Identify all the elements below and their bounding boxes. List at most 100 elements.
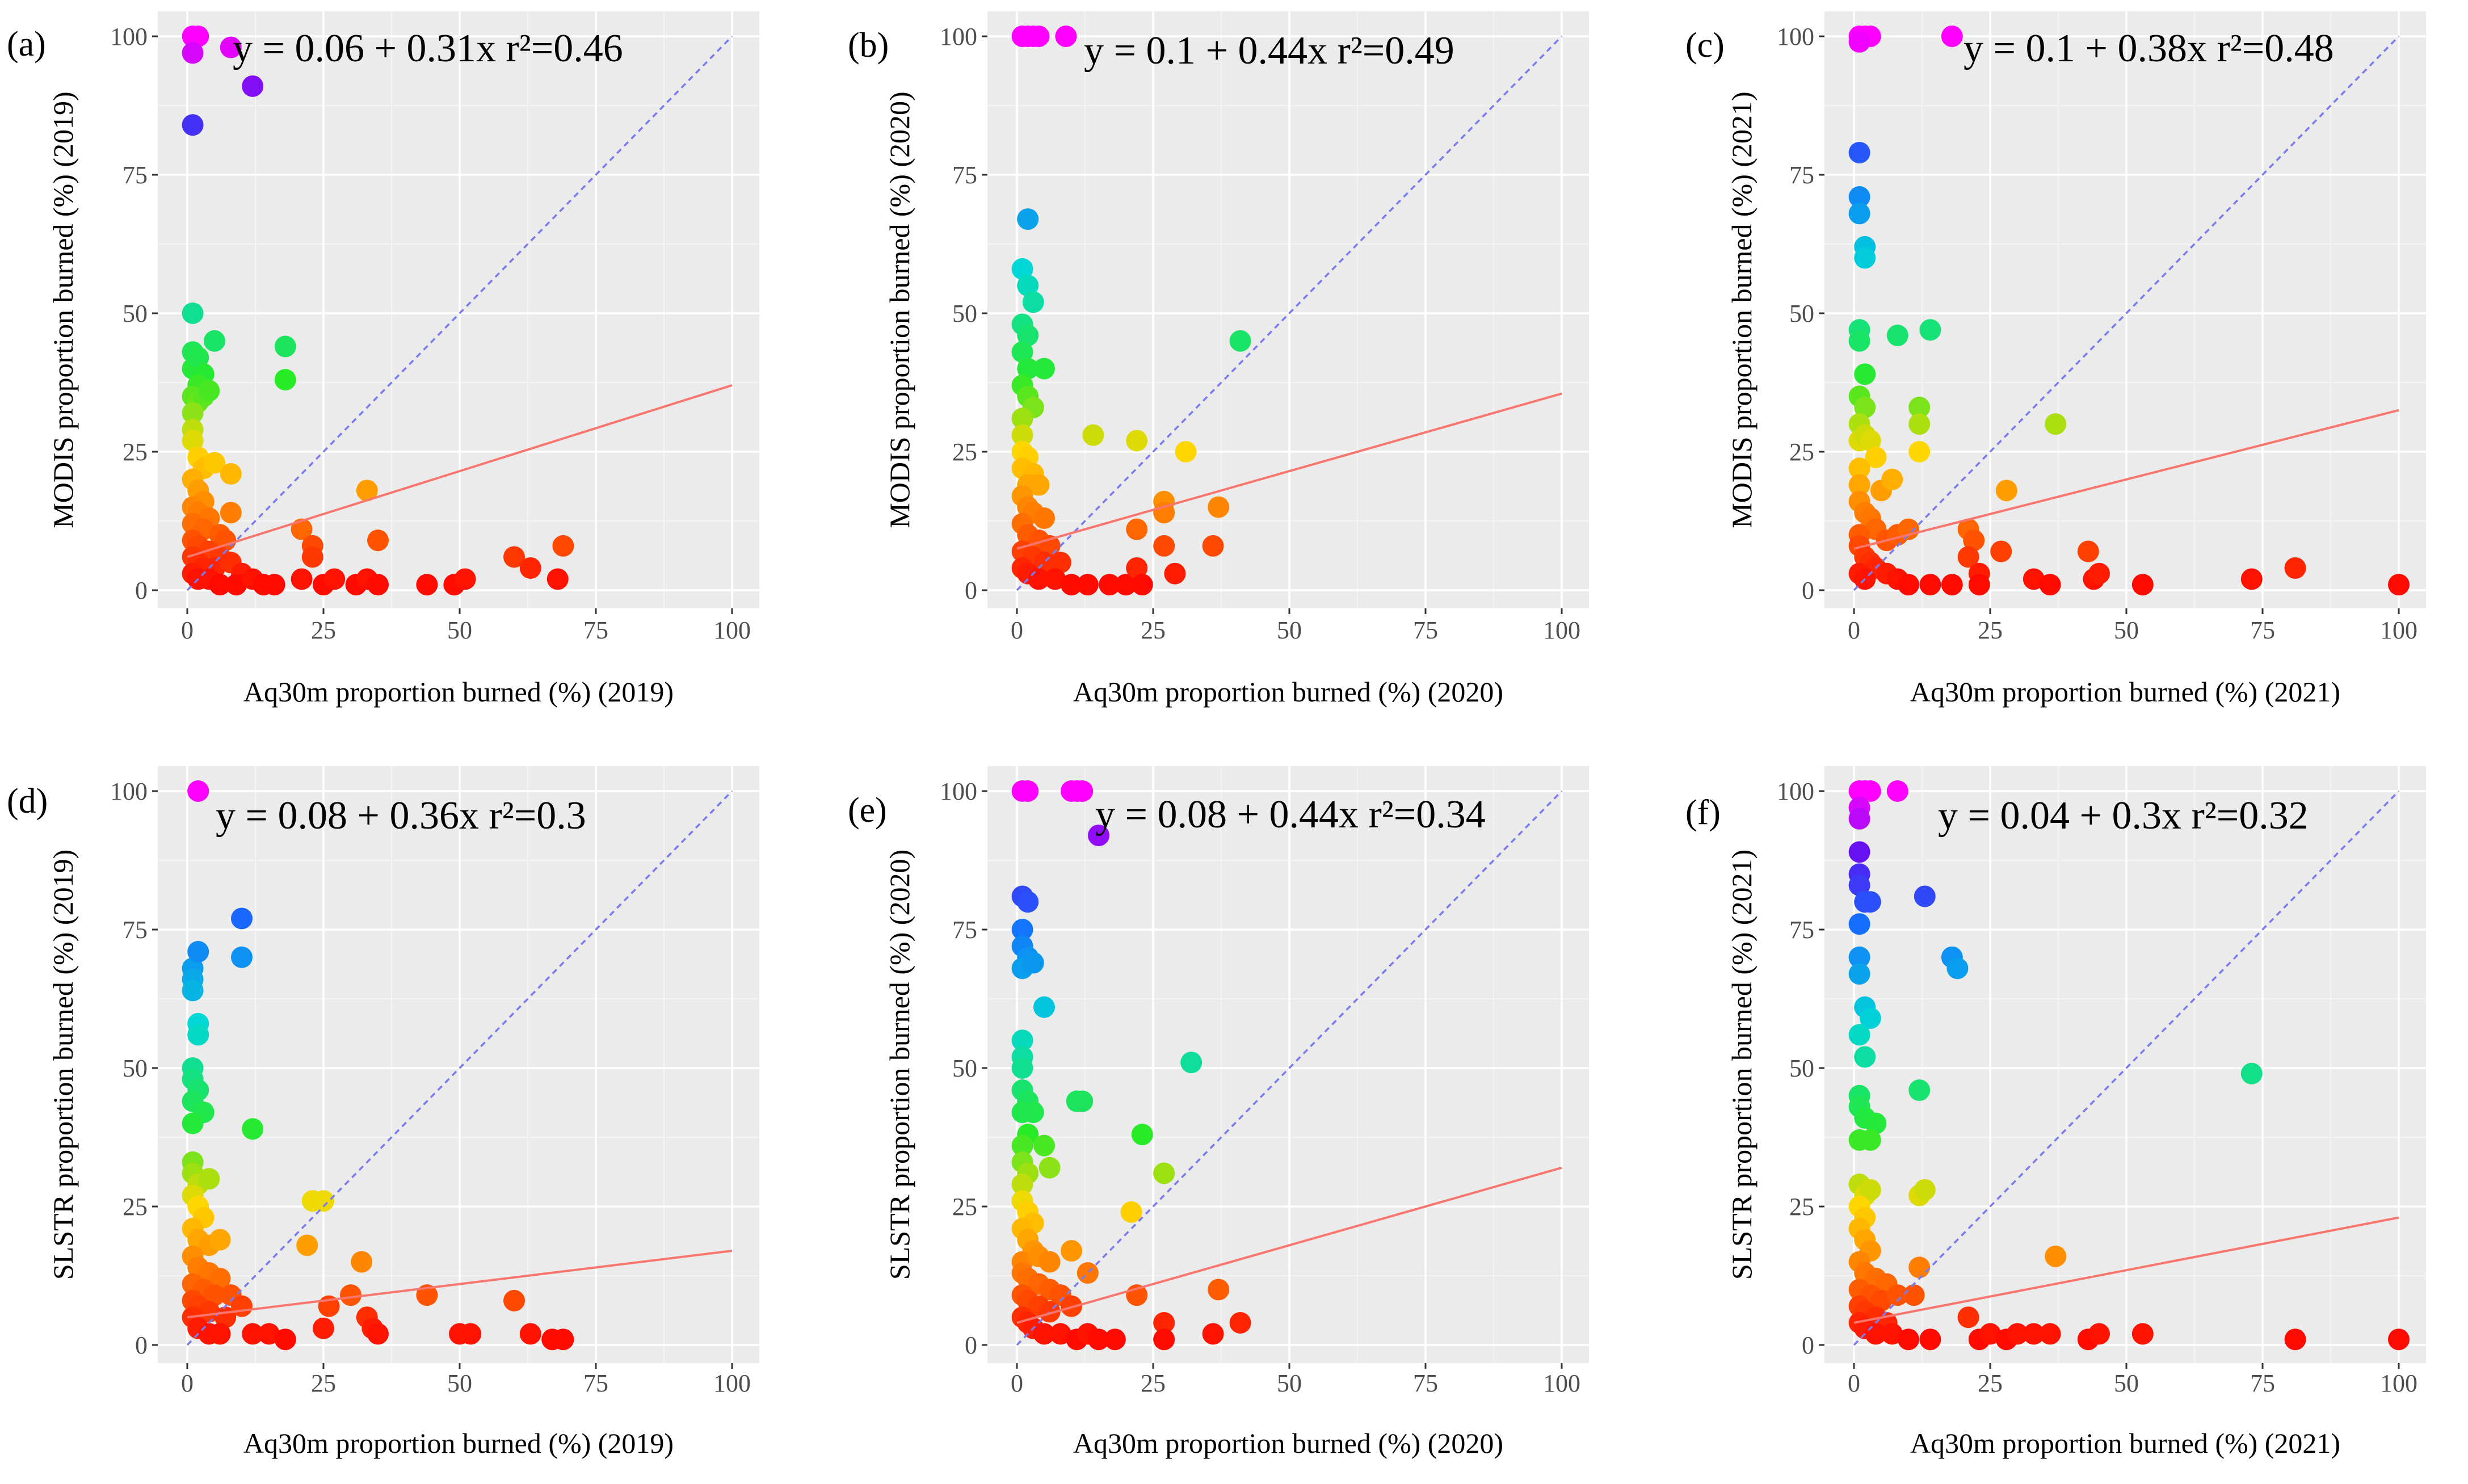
y-tick-label: 50 — [952, 300, 977, 327]
data-point — [1033, 358, 1055, 380]
y-tick-label: 100 — [1777, 777, 1814, 805]
data-point — [2131, 1323, 2154, 1345]
data-point — [1153, 1311, 1175, 1334]
data-point — [1898, 518, 1919, 540]
x-tick-label: 75 — [2250, 1369, 2275, 1397]
x-tick-label: 100 — [713, 1369, 751, 1397]
y-tick-label: 100 — [110, 23, 148, 51]
data-point — [1011, 1134, 1033, 1157]
tick-labels: 0 25 50 75 100 0 25 50 75 100 — [1777, 23, 2417, 644]
data-point — [1919, 574, 1941, 596]
data-point — [2023, 1323, 2045, 1345]
panel-c: 0 25 50 75 100 0 25 50 75 100 Aq30m proportion bur… — [1685, 11, 2426, 708]
data-point — [1848, 963, 1870, 985]
data-point — [367, 574, 389, 596]
data-point — [1017, 780, 1039, 802]
y-tick-label: 0 — [1802, 577, 1814, 604]
y-axis-label: SLSTR proportion burned (%) (2019) — [47, 850, 79, 1280]
data-point — [1011, 424, 1033, 446]
data-point — [1229, 330, 1251, 352]
data-point — [1175, 441, 1197, 463]
data-point — [204, 452, 225, 474]
data-point — [1848, 913, 1870, 935]
data-point — [1131, 574, 1153, 596]
data-point — [1957, 1306, 1979, 1329]
data-point — [258, 1323, 280, 1345]
data-point — [1033, 996, 1055, 1018]
y-tick-label: 50 — [1789, 1054, 1814, 1082]
data-point — [1017, 275, 1039, 297]
data-point — [1957, 546, 1979, 568]
data-point — [231, 946, 253, 968]
regression-equation: y = 0.08 + 0.44x r²=0.34 — [1095, 793, 1486, 836]
data-point — [1017, 891, 1039, 913]
panel-label: (c) — [1685, 26, 1725, 65]
regression-equation: y = 0.06 + 0.31x r²=0.46 — [233, 27, 623, 70]
data-point — [1131, 1124, 1153, 1146]
data-point — [323, 568, 346, 590]
data-point — [187, 780, 209, 802]
data-point — [1011, 1057, 1033, 1079]
data-point — [313, 1190, 334, 1212]
y-tick-label: 0 — [965, 577, 977, 604]
y-tick-label: 75 — [1789, 916, 1814, 944]
data-point — [1859, 1179, 1881, 1201]
data-point — [1859, 780, 1881, 802]
x-tick-label: 0 — [1011, 1369, 1023, 1397]
data-point — [301, 546, 323, 568]
data-point — [519, 1323, 541, 1345]
scatter-points — [1848, 780, 2410, 1351]
data-point — [2388, 574, 2410, 596]
data-point — [1881, 1323, 1903, 1345]
identity-line — [1016, 35, 1563, 591]
data-point — [220, 463, 242, 485]
scatter-points — [1011, 780, 1251, 1351]
y-tick-label: 75 — [1789, 161, 1814, 189]
data-point — [1870, 1289, 1892, 1311]
data-point — [1854, 396, 1876, 418]
data-point — [1865, 446, 1887, 468]
x-tick-label: 50 — [1277, 616, 1302, 644]
data-point — [1995, 480, 2017, 502]
x-axis-label: Aq30m proportion burned (%) (2020) — [1073, 1427, 1503, 1459]
data-point — [1848, 141, 1870, 163]
y-axis-label: SLSTR proportion burned (%) (2020) — [884, 850, 915, 1280]
x-tick-label: 50 — [447, 1369, 472, 1397]
x-tick-label: 0 — [181, 616, 194, 644]
data-point — [1848, 203, 1870, 225]
data-point — [1881, 468, 1903, 490]
data-point — [340, 1284, 361, 1306]
data-point — [1011, 407, 1033, 430]
x-axis-label: Aq30m proportion burned (%) (2019) — [243, 676, 674, 708]
data-point — [2045, 1245, 2067, 1267]
data-point — [2039, 574, 2061, 596]
data-point — [182, 302, 204, 324]
data-point — [1229, 1311, 1251, 1334]
panel-a: 0 25 50 75 100 0 25 50 75 100 Aq30m proportion bur… — [7, 11, 759, 708]
data-point — [1120, 1201, 1142, 1223]
identity-line — [1853, 35, 2400, 591]
data-point — [454, 568, 476, 590]
data-point — [1180, 1052, 1203, 1074]
data-point — [503, 1289, 525, 1311]
regression-equation: y = 0.1 + 0.44x r²=0.49 — [1084, 29, 1454, 73]
data-point — [356, 480, 378, 502]
x-tick-label: 25 — [1141, 616, 1166, 644]
data-point — [1082, 424, 1104, 446]
x-axis-label: Aq30m proportion burned (%) (2021) — [1910, 1427, 2340, 1459]
panel-label: (f) — [1685, 793, 1721, 832]
data-point — [1039, 1251, 1061, 1273]
data-point — [1859, 430, 1881, 452]
x-axis-label: Aq30m proportion burned (%) (2020) — [1073, 676, 1503, 708]
plot-background — [158, 766, 759, 1363]
data-point — [552, 535, 574, 557]
data-point — [1011, 1029, 1033, 1052]
data-point — [1979, 1323, 2001, 1345]
y-tick-label: 75 — [952, 161, 977, 189]
data-point — [1011, 1173, 1033, 1195]
data-point — [204, 330, 225, 352]
data-point — [198, 1168, 220, 1190]
tick-labels: 0 25 50 75 100 0 25 50 75 100 — [940, 777, 1580, 1397]
plot-background — [987, 11, 1589, 608]
